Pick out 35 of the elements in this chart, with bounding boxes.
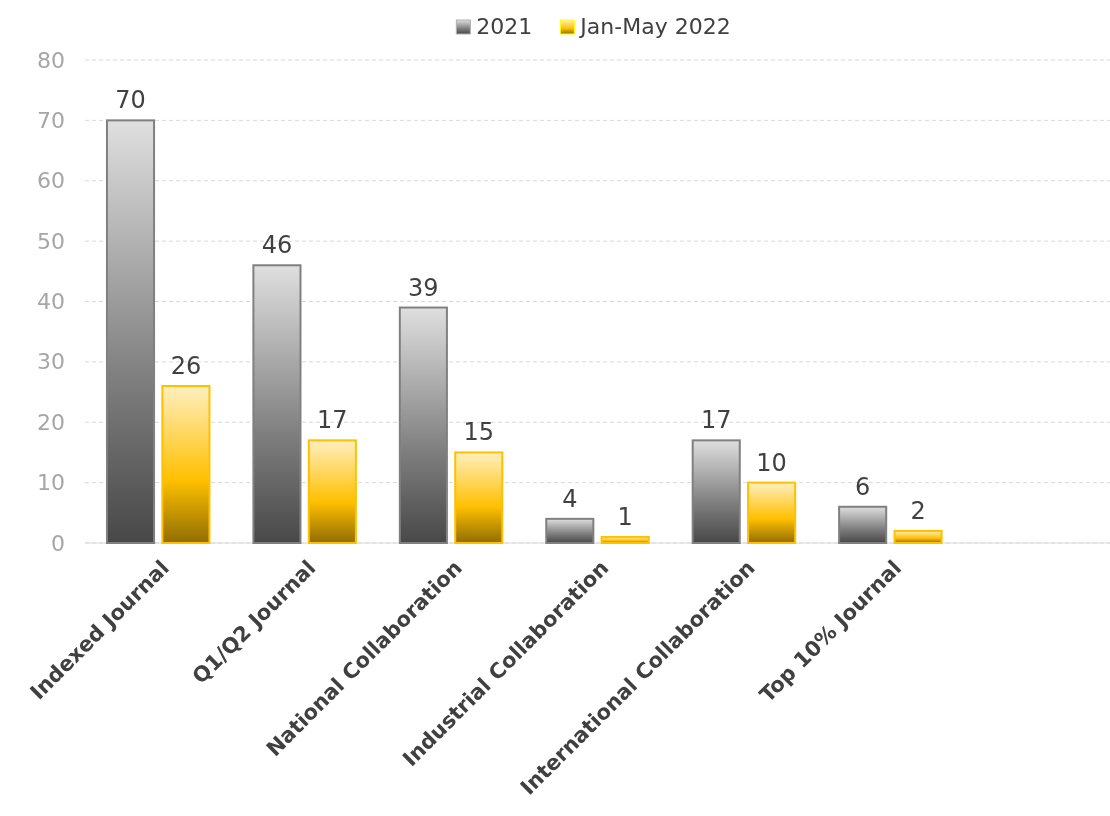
- y-tick-label: 20: [37, 409, 65, 435]
- data-label: 46: [261, 231, 293, 260]
- data-label: 6: [855, 472, 871, 501]
- y-tick-label: 40: [37, 289, 65, 315]
- data-label: 15: [463, 418, 495, 447]
- bar: [252, 264, 302, 544]
- y-tick-label: 70: [37, 107, 65, 133]
- bar: [454, 451, 504, 544]
- data-label: 70: [115, 86, 146, 115]
- legend-label: Jan-May 2022: [578, 14, 731, 39]
- y-tick-label: 60: [37, 168, 65, 194]
- legend-label: 2021: [476, 14, 533, 39]
- y-tick-label: 30: [37, 349, 65, 375]
- bar: [691, 439, 741, 544]
- data-label: 17: [317, 406, 348, 435]
- bar: [307, 439, 357, 544]
- data-label: 4: [562, 484, 578, 513]
- data-label: 17: [700, 406, 732, 435]
- bar: [600, 535, 650, 544]
- bar: [545, 517, 595, 544]
- y-tick-label: 0: [51, 530, 65, 556]
- y-tick-label: 50: [37, 228, 65, 254]
- bar: [161, 385, 211, 544]
- bar: [838, 505, 888, 544]
- bar: [398, 306, 448, 544]
- data-label: 39: [408, 273, 439, 302]
- bar: [893, 529, 943, 544]
- bar: [105, 119, 156, 544]
- data-label: 26: [170, 352, 202, 381]
- bar: [747, 481, 797, 544]
- y-tick-label: 80: [37, 47, 65, 73]
- data-label: 10: [756, 448, 787, 477]
- data-label: 1: [617, 502, 633, 531]
- data-label: 2: [910, 496, 926, 525]
- y-tick-label: 10: [37, 470, 65, 496]
